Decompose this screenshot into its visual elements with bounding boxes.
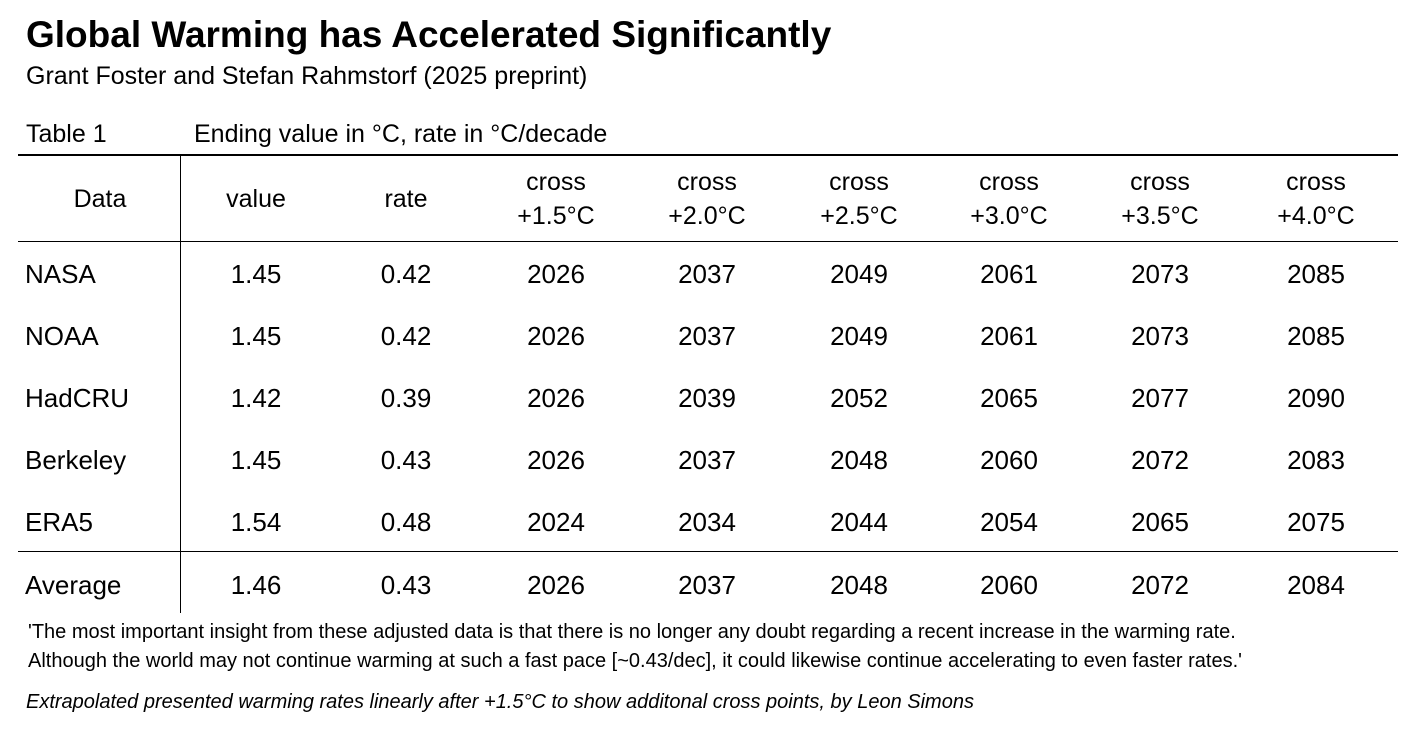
row-label: NASA xyxy=(25,259,96,289)
column-header: cross xyxy=(526,168,586,196)
cell: 1.45 xyxy=(230,259,282,289)
cell: 0.43 xyxy=(380,570,432,600)
column-header: +1.5°C xyxy=(517,202,595,230)
cell: 0.42 xyxy=(380,321,432,351)
quote-line: 'The most important insight from these a… xyxy=(28,621,1236,643)
cell: 2072 xyxy=(1131,445,1189,475)
cell: 2026 xyxy=(527,445,585,475)
column-header: +2.5°C xyxy=(820,202,898,230)
subtitle: Grant Foster and Stefan Rahmstorf (2025 … xyxy=(26,62,588,90)
cell: 2034 xyxy=(678,507,736,537)
cell: 2085 xyxy=(1287,259,1345,289)
cell: 0.39 xyxy=(380,383,432,413)
cell: 1.42 xyxy=(230,383,282,413)
cell: 1.54 xyxy=(230,507,282,537)
cell: 2060 xyxy=(980,445,1038,475)
cell: 2065 xyxy=(980,383,1038,413)
cell: 2065 xyxy=(1131,507,1189,537)
column-header: +2.0°C xyxy=(668,202,746,230)
row-label: ERA5 xyxy=(25,507,93,537)
cell: 2060 xyxy=(980,570,1038,600)
cell: 0.43 xyxy=(380,445,432,475)
cell: 2061 xyxy=(980,321,1038,351)
cell: 2039 xyxy=(678,383,736,413)
column-header: cross xyxy=(1286,168,1346,196)
column-header: value xyxy=(226,185,286,213)
cell: 2090 xyxy=(1287,383,1345,413)
cell: 0.42 xyxy=(380,259,432,289)
row-label: Berkeley xyxy=(25,445,127,475)
cell: 2037 xyxy=(678,259,736,289)
cell: 0.48 xyxy=(380,507,432,537)
header-rule xyxy=(18,241,1398,242)
cell: 2054 xyxy=(980,507,1038,537)
cell: 2026 xyxy=(527,383,585,413)
column-header: cross xyxy=(979,168,1039,196)
quote-line: Although the world may not continue warm… xyxy=(28,650,1242,672)
cell: 1.45 xyxy=(230,445,282,475)
cell: 2044 xyxy=(830,507,888,537)
row-label: HadCRU xyxy=(25,383,130,413)
cell: 2084 xyxy=(1287,570,1345,600)
cell: 2048 xyxy=(830,445,888,475)
column-header: +4.0°C xyxy=(1277,202,1355,230)
title: Global Warming has Accelerated Significa… xyxy=(26,14,832,55)
cell: 2075 xyxy=(1287,507,1345,537)
cell: 2052 xyxy=(830,383,888,413)
cell: 2072 xyxy=(1131,570,1189,600)
column-header: Data xyxy=(73,185,127,213)
average-rule xyxy=(18,551,1398,552)
cell: 2073 xyxy=(1131,321,1189,351)
cell: 2073 xyxy=(1131,259,1189,289)
cell: 2024 xyxy=(527,507,585,537)
cell: 2026 xyxy=(527,570,585,600)
credit: Extrapolated presented warming rates lin… xyxy=(26,691,974,713)
row-label: Average xyxy=(25,570,122,600)
top-rule xyxy=(18,154,1398,156)
cell: 2026 xyxy=(527,259,585,289)
cell: 2083 xyxy=(1287,445,1345,475)
column-header: cross xyxy=(1130,168,1190,196)
cell: 2077 xyxy=(1131,383,1189,413)
row-label: NOAA xyxy=(25,321,99,351)
cell: 1.45 xyxy=(230,321,282,351)
cell: 2037 xyxy=(678,445,736,475)
cell: 2037 xyxy=(678,321,736,351)
column-header: +3.5°C xyxy=(1121,202,1199,230)
column-header: cross xyxy=(829,168,889,196)
cell: 2085 xyxy=(1287,321,1345,351)
cell: 1.46 xyxy=(230,570,282,600)
table-caption: Ending value in °C, rate in °C/decade xyxy=(194,120,608,148)
column-header: rate xyxy=(384,185,428,213)
column-header: +3.0°C xyxy=(970,202,1048,230)
cell: 2048 xyxy=(830,570,888,600)
cell: 2049 xyxy=(830,259,888,289)
cell: 2026 xyxy=(527,321,585,351)
column-header: cross xyxy=(677,168,737,196)
cell: 2061 xyxy=(980,259,1038,289)
table-label: Table 1 xyxy=(26,120,107,148)
cell: 2037 xyxy=(678,570,736,600)
cell: 2049 xyxy=(830,321,888,351)
column-divider xyxy=(180,155,181,613)
